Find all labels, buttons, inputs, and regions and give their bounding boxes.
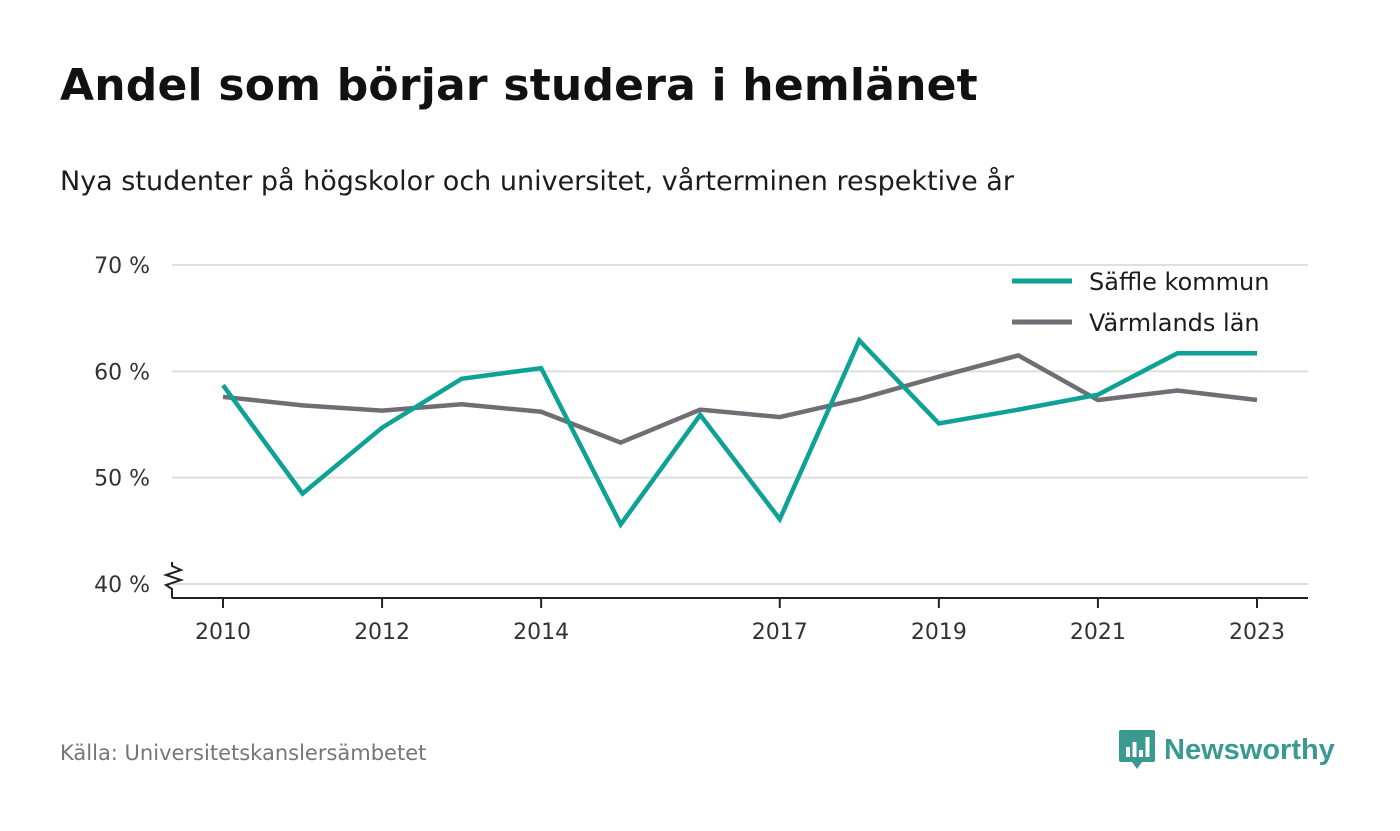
source-note: Källa: Universitetskanslersämbetet (60, 741, 427, 765)
x-tick-label: 2012 (354, 620, 410, 645)
x-tick-label: 2014 (513, 620, 569, 645)
chart-subtitle: Nya studenter på högskolor och universit… (60, 166, 1014, 197)
y-tick-label: 40 % (94, 573, 150, 598)
x-axis: 2010 2012 2014 2017 2019 2021 2023 (162, 562, 1308, 645)
x-tick-label: 2023 (1229, 620, 1285, 645)
bar-chart-speech-bubble-icon (1119, 730, 1155, 769)
legend-label: Säffle kommun (1089, 268, 1269, 296)
series-line (221, 336, 1257, 529)
legend-label: Värmlands län (1089, 309, 1260, 337)
chart-title: Andel som börjar studera i hemlänet (60, 60, 978, 111)
x-tick-label: 2019 (911, 620, 967, 645)
brand-logo[interactable]: Newsworthy (1118, 728, 1335, 772)
y-tick-label: 60 % (94, 360, 150, 385)
y-tick-label: 70 % (94, 254, 150, 279)
x-tick-label: 2021 (1070, 620, 1126, 645)
legend: Säffle kommun Värmlands län (1002, 266, 1290, 344)
x-tick-label: 2017 (752, 620, 808, 645)
series-line (222, 352, 1258, 446)
y-tick-label: 50 % (94, 467, 150, 492)
series-lines (221, 336, 1258, 529)
y-axis: 40 % 50 % 60 % 70 % (94, 254, 150, 598)
brand-name: Newsworthy (1164, 733, 1335, 766)
x-tick-label: 2010 (195, 620, 251, 645)
axis-break-icon (162, 562, 185, 598)
gridlines (172, 264, 1308, 585)
